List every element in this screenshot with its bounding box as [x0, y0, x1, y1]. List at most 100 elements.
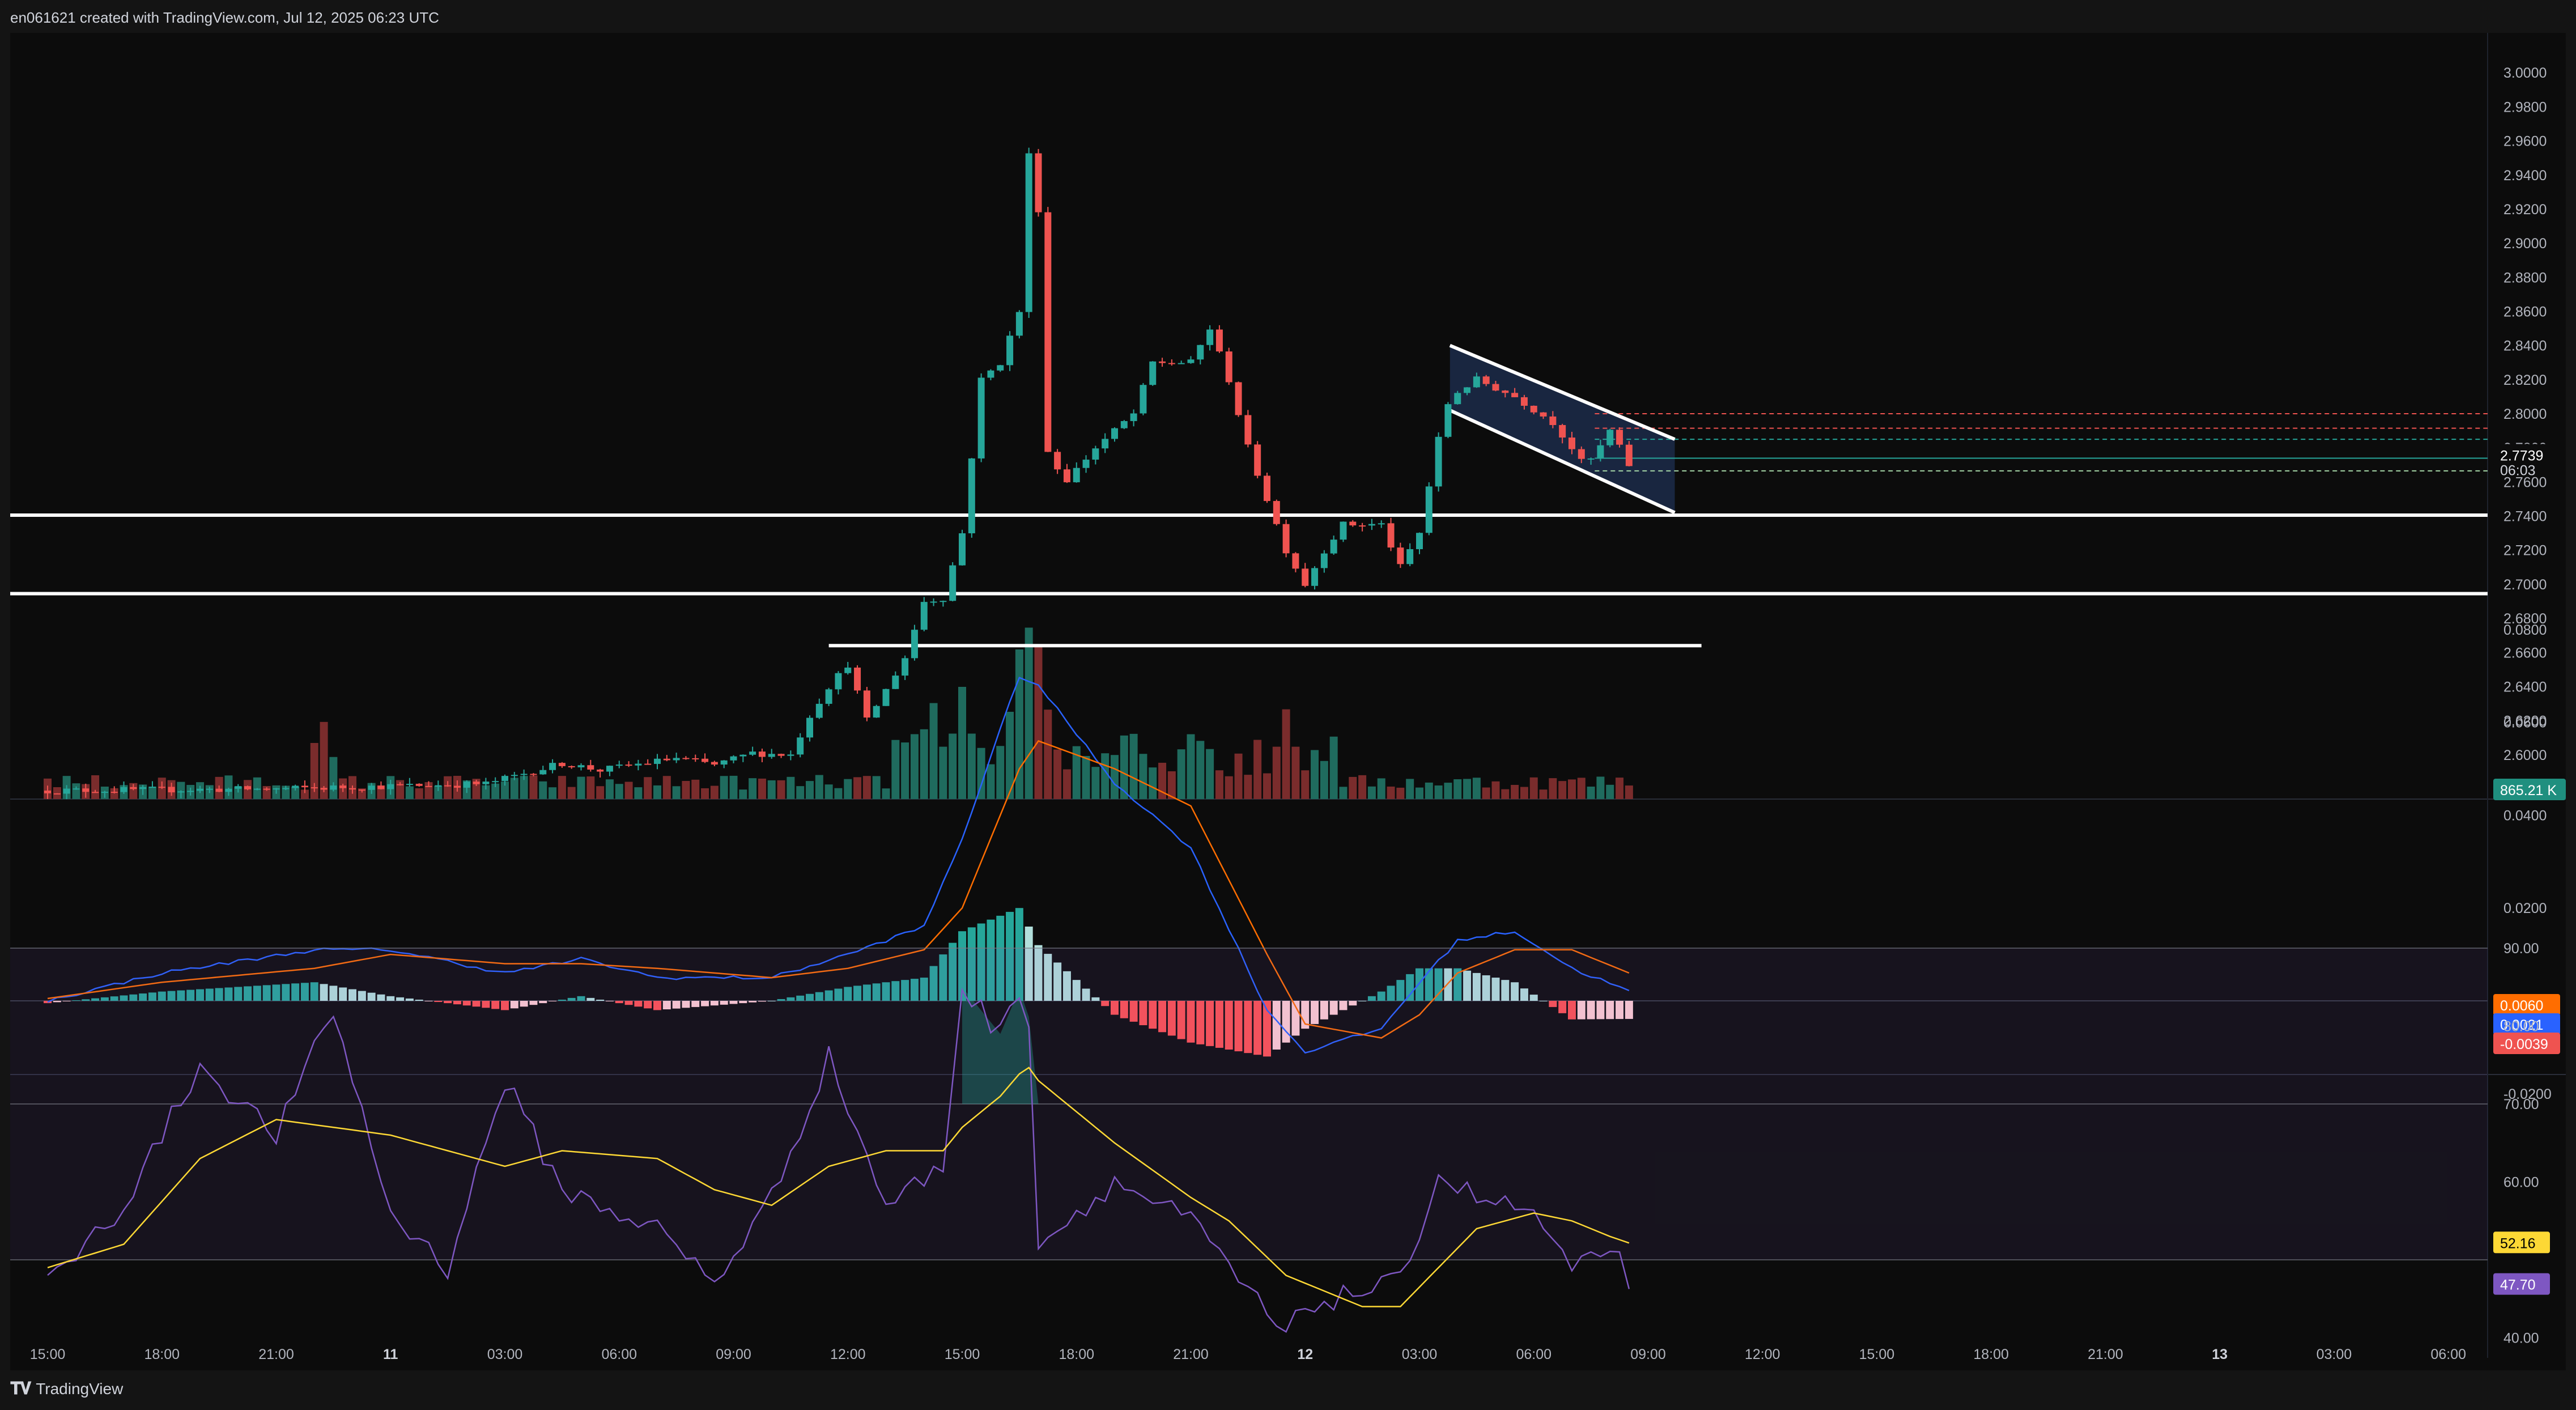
rsi-line [47, 987, 1630, 1333]
candle [1225, 351, 1232, 383]
volume-bar [1006, 712, 1014, 799]
candle [253, 788, 261, 790]
macd-value-label-text: 0.0021 [2500, 1017, 2543, 1033]
candle [1454, 393, 1461, 405]
candle [702, 758, 709, 762]
volume-bar [910, 734, 919, 799]
volume-bar [1263, 773, 1271, 799]
candle [197, 788, 203, 791]
time-axis-tick: 06:00 [2430, 1347, 2466, 1362]
candle [273, 788, 280, 790]
candle [1215, 329, 1223, 352]
candle [368, 785, 375, 790]
volume-bar [796, 786, 805, 799]
candle [397, 784, 404, 785]
macd-histogram-bar [510, 1001, 518, 1009]
volume-bar [1616, 778, 1624, 799]
candle [815, 703, 823, 718]
candle [844, 667, 852, 673]
macd-histogram-bar [662, 1001, 671, 1010]
volume-bar [1167, 771, 1176, 799]
channel-lower-line[interactable] [1449, 409, 1676, 515]
candle [644, 763, 652, 765]
price-axis-tick: 2.7200 [2503, 543, 2547, 559]
volume-bar [1520, 787, 1528, 799]
macd-histogram-bar [177, 990, 185, 1001]
macd-histogram-bar [634, 1001, 643, 1007]
macd-histogram-bar [987, 919, 995, 1001]
candle [387, 784, 394, 789]
candle [244, 786, 252, 789]
candle [1359, 525, 1366, 527]
volume-bar [1434, 785, 1443, 799]
macd-histogram-bar [567, 997, 576, 1001]
volume-bar [1425, 782, 1433, 799]
macd-histogram-bar [1415, 968, 1423, 1001]
candle [768, 754, 775, 757]
price-axis-tick: 2.8600 [2503, 304, 2547, 320]
candle [263, 788, 270, 790]
macd-histogram-bar [701, 1001, 709, 1006]
volume-bar [1025, 627, 1033, 799]
macd-histogram-bar [358, 991, 366, 1001]
price-axis-tick: 2.8200 [2503, 372, 2547, 388]
volume-label-text: 865.21 K [2500, 783, 2557, 799]
time-axis-tick: 21:00 [258, 1347, 294, 1362]
macd-histogram-bar [615, 1001, 623, 1004]
candle [1130, 413, 1137, 422]
volume-bar [444, 776, 452, 799]
volume-bar [644, 777, 652, 799]
candle [73, 788, 80, 790]
candle [482, 782, 490, 784]
candle [1111, 428, 1118, 439]
macd-histogram-bar [348, 989, 356, 1001]
tradingview-logo[interactable]: 𝐓𝐕 TradingView [10, 1379, 123, 1399]
macd-histogram-bar [1158, 1001, 1167, 1033]
candle [797, 737, 804, 755]
candle [692, 758, 699, 759]
chart-canvas[interactable]: 3.0000 2.9800 2.9600 2.9400 2.9200 2.9000 2.88… [10, 33, 2566, 1370]
volume-bar [1120, 735, 1128, 799]
candle [148, 787, 156, 788]
candle [1397, 547, 1404, 564]
candle [1511, 393, 1519, 397]
volume-bar [929, 703, 938, 799]
candle [1444, 404, 1452, 437]
volume-bar [605, 779, 614, 799]
macd-histogram-bar [949, 942, 957, 1001]
candle [711, 762, 718, 765]
volume-bar [1272, 746, 1281, 799]
volume-bar [1491, 781, 1500, 799]
macd-signal-label-text: 0.0060 [2500, 998, 2543, 1014]
candle [902, 658, 909, 676]
volume-bar [1339, 787, 1347, 799]
volume-bar [1044, 710, 1052, 799]
macd-histogram-bar [444, 1001, 452, 1004]
volume-bar [1463, 779, 1472, 799]
volume-bar [1529, 777, 1538, 799]
volume-bar [1311, 750, 1319, 799]
candle [1435, 436, 1442, 487]
candle [1330, 540, 1337, 554]
macd-histogram-bar [853, 986, 862, 1001]
macd-histogram-bar [1053, 962, 1062, 1001]
candle [1502, 390, 1509, 393]
price-axis-tick: 3.0000 [2503, 65, 2547, 81]
macd-histogram-bar [501, 1001, 509, 1010]
candle [1464, 387, 1471, 393]
channel-upper-line[interactable] [1449, 343, 1676, 441]
volume-bar [415, 788, 423, 799]
candle [930, 601, 937, 603]
macd-histogram-bar [996, 915, 1005, 1001]
macd-histogram-bar [1225, 1001, 1233, 1050]
macd-histogram-bar [1215, 1001, 1223, 1048]
volume-bar [1415, 787, 1423, 799]
rsi-value-label-bg [2493, 1273, 2550, 1295]
time-axis-tick: 13 [2212, 1347, 2228, 1362]
chart-area[interactable]: 3.0000 2.9800 2.9600 2.9400 2.9200 2.9000 2.88… [10, 33, 2566, 1370]
volume-bar [1129, 733, 1138, 799]
macd-histogram-bar [624, 1001, 633, 1005]
rsi-axis-tick: 80.00 [2503, 1019, 2539, 1035]
macd-histogram-bar [1425, 968, 1433, 1001]
macd-histogram-bar [720, 1001, 728, 1005]
